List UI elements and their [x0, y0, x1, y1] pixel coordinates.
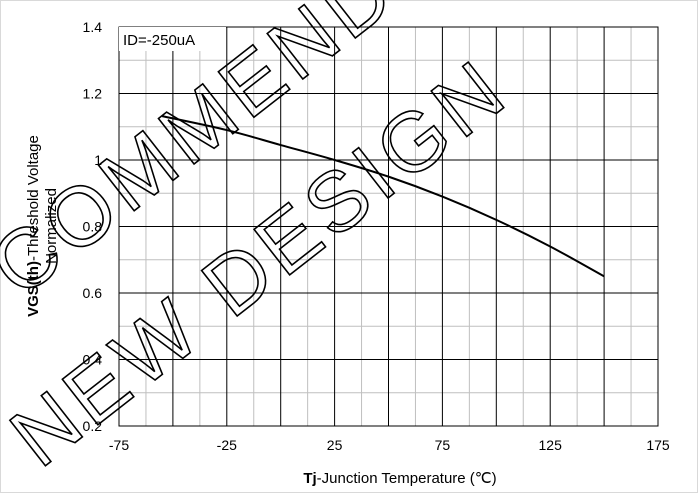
watermark: NEW DESIGN COMMENDED [0, 0, 526, 485]
y-tick-label: 1.2 [83, 86, 103, 102]
y-axis-title-line2: Normalized [43, 188, 60, 264]
y-tick-label: 1 [94, 152, 102, 168]
x-tick-label: -75 [109, 437, 129, 453]
y-tick-label: 1.4 [83, 19, 103, 35]
x-axis-title-rest: -Junction Temperature (℃) [317, 470, 497, 487]
plot-border [118, 26, 659, 427]
y-tick-label: 0.4 [83, 352, 103, 368]
annotation: ID=-250uA [123, 32, 195, 49]
y-axis-title-rest: -Threshold Voltage [25, 135, 42, 261]
x-axis-title: Tj-Junction Temperature (℃) [303, 470, 496, 487]
x-tick-label: 75 [435, 437, 451, 453]
x-tick-label: 25 [327, 437, 343, 453]
annotation-box [119, 27, 226, 51]
y-tick-labels: 0.2 0.4 0.6 0.8 1 1.2 1.4 [83, 19, 103, 434]
grid [119, 27, 658, 426]
x-tick-labels: -75 -25 25 75 125 175 [109, 437, 670, 453]
x-tick-label: 175 [646, 437, 670, 453]
x-tick-label: 125 [539, 437, 563, 453]
y-axis-title-line1: VGS(th)-Threshold Voltage [25, 135, 42, 317]
x-axis-title-bold: Tj [303, 470, 316, 487]
y-axis-title-bold: VGS(th) [25, 261, 42, 317]
x-tick-label: -25 [217, 437, 237, 453]
y-tick-label: 0.8 [83, 219, 103, 235]
y-tick-label: 0.6 [83, 285, 103, 301]
series-line [161, 115, 605, 278]
y-tick-label: 0.2 [83, 418, 103, 434]
